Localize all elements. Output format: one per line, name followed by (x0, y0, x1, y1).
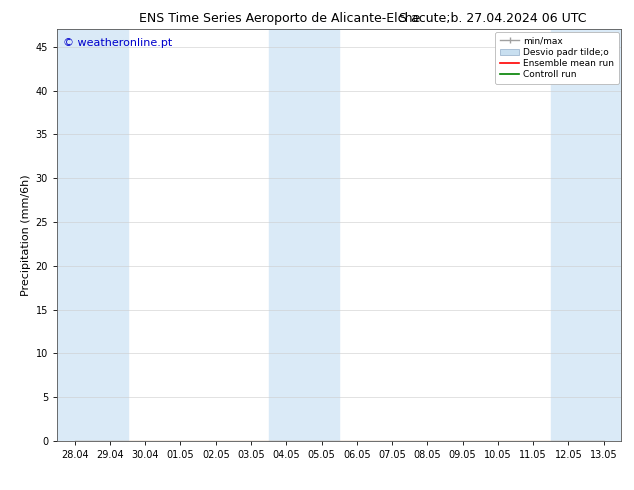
Text: S acute;b. 27.04.2024 06 UTC: S acute;b. 27.04.2024 06 UTC (399, 12, 587, 25)
Bar (57, 29, 127, 441)
Y-axis label: Precipitation (mm/6h): Precipitation (mm/6h) (22, 174, 31, 296)
Bar (551, 29, 621, 441)
Bar (269, 29, 339, 441)
Text: ENS Time Series Aeroporto de Alicante-Elche: ENS Time Series Aeroporto de Alicante-El… (139, 12, 421, 25)
Text: © weatheronline.pt: © weatheronline.pt (63, 38, 172, 48)
Legend: min/max, Desvio padr tilde;o, Ensemble mean run, Controll run: min/max, Desvio padr tilde;o, Ensemble m… (495, 32, 619, 84)
